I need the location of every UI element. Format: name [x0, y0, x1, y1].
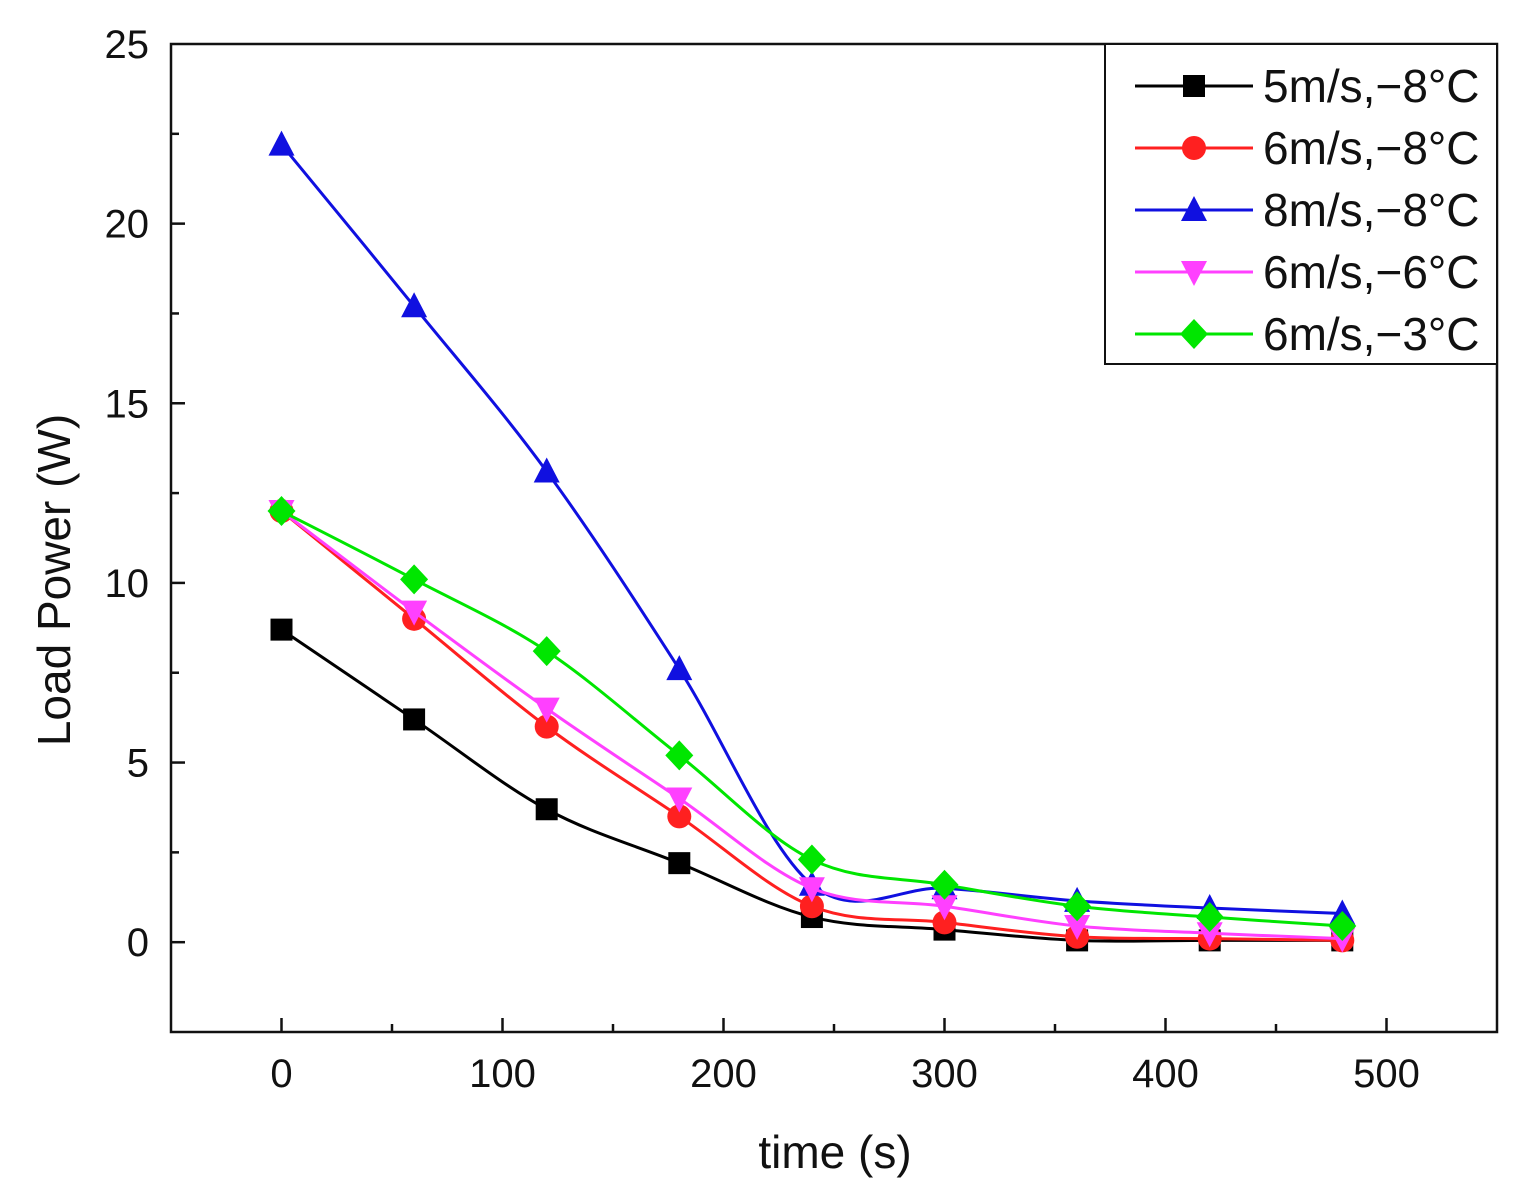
legend-marker — [1182, 136, 1206, 160]
legend-label: 5m/s,−8°C — [1263, 60, 1480, 112]
x-tick-label: 300 — [911, 1052, 978, 1096]
data-point — [535, 798, 558, 821]
legend-item: 6m/s,−3°C — [1135, 308, 1480, 360]
legend-box — [1104, 43, 1498, 365]
data-point — [533, 457, 560, 483]
legend-label: 6m/s,−3°C — [1263, 308, 1480, 360]
legend-marker — [1183, 75, 1205, 97]
legend-item: 5m/s,−8°C — [1135, 60, 1480, 112]
series-line — [280, 143, 1343, 915]
data-point — [270, 618, 293, 641]
x-tick-label: 200 — [690, 1052, 757, 1096]
data-point — [267, 496, 296, 527]
legend-marker — [1180, 319, 1208, 349]
data-point — [1196, 922, 1223, 948]
x-tick-label: 500 — [1353, 1052, 1420, 1096]
data-point — [666, 787, 693, 813]
data-point — [401, 292, 428, 318]
y-tick-label: 10 — [105, 562, 150, 606]
legend-label: 6m/s,−8°C — [1263, 122, 1480, 174]
series-4 — [268, 500, 1356, 953]
data-point — [534, 714, 559, 739]
data-point — [533, 697, 560, 723]
data-point — [932, 910, 957, 935]
y-tick-label: 0 — [127, 921, 149, 965]
legend-item: 6m/s,−8°C — [1135, 122, 1480, 174]
legend-item: 8m/s,−8°C — [1135, 184, 1480, 236]
series-layer — [267, 130, 1357, 953]
x-tick-label: 400 — [1132, 1052, 1199, 1096]
legend: 5m/s,−8°C 6m/s,−8°C 8m/s,−8°C 6m/s,−6°C 6m/s… — [1104, 43, 1498, 365]
data-point — [268, 130, 295, 156]
legend-marker — [1181, 261, 1207, 286]
legend-marker — [1181, 196, 1207, 221]
data-point — [532, 636, 561, 667]
data-point — [798, 877, 825, 903]
legend-label: 6m/s,−6°C — [1263, 246, 1480, 298]
series-line — [280, 509, 1343, 928]
data-point — [400, 564, 429, 595]
data-point — [1328, 911, 1357, 942]
x-axis-title: time (s) — [758, 1126, 911, 1178]
data-point — [1064, 915, 1091, 941]
data-point — [667, 804, 692, 829]
data-point — [931, 895, 958, 921]
series-line — [280, 509, 1343, 942]
data-point — [1063, 891, 1092, 922]
data-point — [401, 600, 428, 626]
legend-item: 6m/s,−6°C — [1135, 246, 1480, 298]
y-tick-label: 5 — [127, 742, 149, 786]
data-point — [403, 708, 426, 731]
y-tick-label: 15 — [105, 382, 150, 426]
series-5 — [267, 496, 1357, 942]
y-tick-label: 20 — [105, 203, 150, 247]
data-point — [1195, 902, 1224, 933]
data-point — [799, 894, 824, 919]
data-point — [797, 844, 826, 875]
x-tick-label: 100 — [469, 1052, 536, 1096]
data-point — [668, 852, 691, 875]
axes-layer: 0 100 200 300 400 500 0 5 10 15 20 25 — [105, 23, 1499, 1096]
data-point — [665, 740, 694, 771]
y-tick-label: 25 — [105, 23, 150, 67]
data-point — [930, 869, 959, 900]
y-axis-title: Load Power (W) — [28, 414, 80, 746]
data-point — [666, 655, 693, 681]
series-line — [280, 509, 1343, 941]
x-tick-label: 0 — [270, 1052, 292, 1096]
legend-label: 8m/s,−8°C — [1263, 184, 1480, 236]
